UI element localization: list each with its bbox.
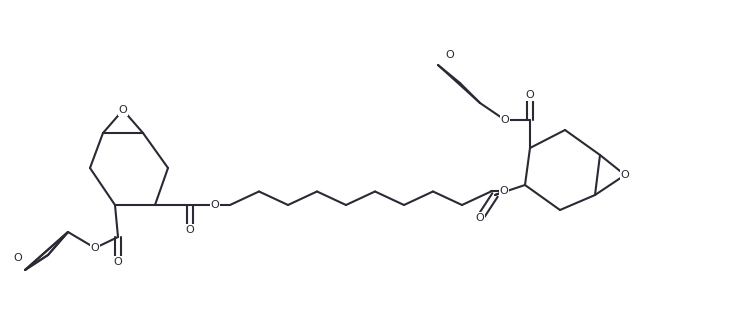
Text: O: O [13,253,22,263]
Text: O: O [211,200,219,210]
Text: O: O [446,50,454,60]
Text: O: O [500,115,509,125]
Text: O: O [119,105,127,115]
Text: O: O [91,243,99,253]
Text: O: O [186,225,194,235]
Text: O: O [476,213,485,223]
Text: O: O [526,90,534,100]
Text: O: O [500,187,509,196]
Text: O: O [621,170,629,180]
Text: O: O [114,257,123,267]
